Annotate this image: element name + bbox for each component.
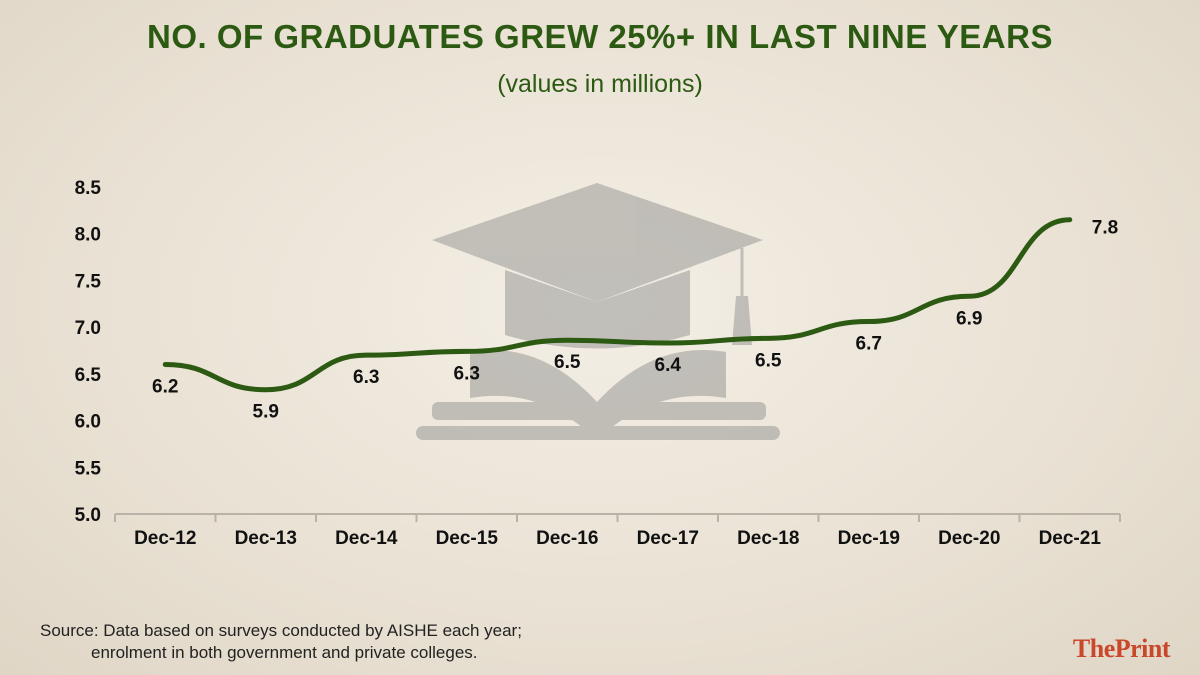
- x-tick-label: Dec-15: [436, 528, 499, 549]
- y-tick-label: 5.0: [75, 505, 101, 526]
- data-label: 6.4: [655, 355, 682, 376]
- series-line: [162, 217, 1073, 393]
- open-book-icon: [416, 350, 780, 440]
- data-label: 6.3: [454, 363, 480, 384]
- x-tick-label: Dec-14: [335, 528, 398, 549]
- logo-print: Print: [1114, 634, 1171, 663]
- x-tick-label: Dec-16: [536, 528, 598, 549]
- x-axis-labels: Dec-12 Dec-13 Dec-14 Dec-15 Dec-16 Dec-17 Dec-…: [134, 528, 1101, 549]
- x-tick-label: Dec-18: [737, 528, 799, 549]
- logo-the: The: [1072, 634, 1115, 663]
- y-axis: 5.0 5.5 6.0 6.5 7.0 7.5 8.0 8.5: [75, 178, 102, 526]
- y-tick-label: 5.5: [75, 458, 102, 479]
- y-tick-label: 8.5: [75, 178, 102, 199]
- x-tick-label: Dec-13: [235, 528, 297, 549]
- y-tick-label: 7.0: [75, 318, 101, 339]
- y-tick-label: 8.0: [75, 225, 101, 246]
- data-label: 6.9: [956, 308, 982, 329]
- source-note: Source: Data based on surveys conducted …: [40, 620, 522, 664]
- x-tick-label: Dec-17: [637, 528, 699, 549]
- data-label: 5.9: [253, 402, 279, 423]
- data-label: 6.3: [353, 367, 379, 388]
- x-tick-label: Dec-21: [1039, 528, 1102, 549]
- x-tick-label: Dec-12: [134, 528, 196, 549]
- chart-title: NO. OF GRADUATES GREW 25%+ IN LAST NINE …: [147, 18, 1053, 55]
- data-label: 6.7: [856, 334, 882, 355]
- data-label: 6.2: [152, 377, 178, 398]
- source-line-2: enrolment in both government and private…: [91, 643, 478, 662]
- y-tick-label: 6.5: [75, 365, 102, 386]
- theprint-logo: ThePrint: [1072, 634, 1171, 664]
- data-label: 6.5: [755, 350, 782, 371]
- x-tick-label: Dec-20: [938, 528, 1000, 549]
- y-tick-label: 6.0: [75, 412, 101, 433]
- watermark: [416, 183, 780, 440]
- graduation-cap-icon: [432, 183, 763, 349]
- data-labels: 6.2 5.9 6.3 6.3 6.5 6.4 6.5 6.7 6.9 7.8: [152, 218, 1118, 423]
- data-label: 7.8: [1092, 218, 1118, 239]
- data-label: 6.5: [554, 352, 581, 373]
- source-line-1: Source: Data based on surveys conducted …: [40, 621, 522, 640]
- chart-subtitle: (values in millions): [497, 70, 703, 98]
- x-tick-label: Dec-19: [838, 528, 900, 549]
- y-tick-label: 7.5: [75, 271, 102, 292]
- x-axis-ticks: [114, 514, 1121, 522]
